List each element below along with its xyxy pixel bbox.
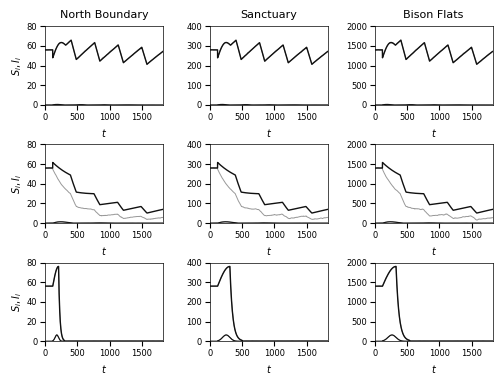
Y-axis label: $S_i, I_i$: $S_i, I_i$ [10, 174, 24, 194]
Title: Bison Flats: Bison Flats [404, 10, 464, 20]
X-axis label: $t$: $t$ [430, 245, 436, 257]
X-axis label: $t$: $t$ [101, 245, 107, 257]
X-axis label: $t$: $t$ [101, 127, 107, 139]
Y-axis label: $S_i, I_i$: $S_i, I_i$ [10, 292, 24, 312]
X-axis label: $t$: $t$ [430, 127, 436, 139]
X-axis label: $t$: $t$ [266, 363, 272, 375]
X-axis label: $t$: $t$ [430, 363, 436, 375]
Title: North Boundary: North Boundary [60, 10, 148, 20]
X-axis label: $t$: $t$ [266, 245, 272, 257]
X-axis label: $t$: $t$ [266, 127, 272, 139]
Y-axis label: $S_i, I_i$: $S_i, I_i$ [10, 56, 24, 76]
X-axis label: $t$: $t$ [101, 363, 107, 375]
Title: Sanctuary: Sanctuary [240, 10, 297, 20]
